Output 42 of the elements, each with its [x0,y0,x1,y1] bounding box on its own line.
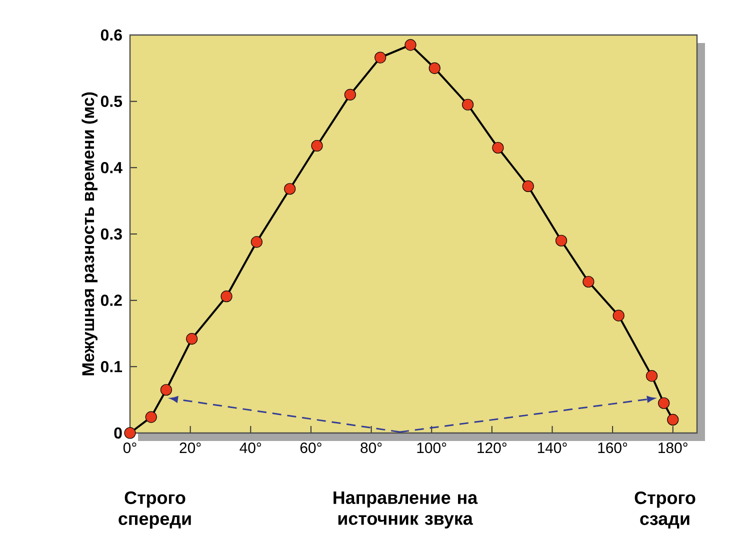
point [160,384,172,396]
point [522,180,534,192]
text: Строго спереди [118,491,191,529]
x-tick-label: 100° [417,442,446,454]
y-tick-label: 0.3 [100,228,122,240]
point [462,98,474,110]
point [250,236,262,248]
point [582,276,594,288]
x-tick-label: 40° [240,442,262,454]
point [220,290,232,302]
point [555,234,568,246]
point [404,39,416,51]
x-axis-title: Направление на источник звука [334,491,478,528]
x-tick-label: 160° [598,442,628,454]
point [667,414,679,426]
y-tick-label: 0 [114,427,122,439]
point [374,52,386,64]
point [344,88,356,100]
x-tick-label: 140° [538,442,567,454]
y-tick-label: 0.5 [100,96,122,107]
text: Строго сзади [634,491,696,528]
y-tick-label: 0.1 [100,361,122,372]
y-tick-label: 0.4 [100,162,122,174]
point [428,62,440,74]
x-tick-label: 0° [123,442,136,454]
point [284,183,296,195]
point [186,332,198,345]
point [492,142,504,154]
point [124,427,136,439]
x-tick-label: 180° [658,442,688,454]
point [658,397,670,409]
point [145,411,157,423]
y-axis-title: Межушная разность времени (мс) [82,92,98,376]
x-tick-label: 20° [180,442,201,454]
x-tick-label: 80° [360,442,382,454]
x-tick-label: 60° [300,442,322,454]
y-tick-label: 0.2 [100,294,122,306]
y-tick-label: 0.6 [100,29,122,41]
x-tick-label: 120° [478,442,506,454]
point [646,370,658,382]
point [612,310,624,322]
point [311,140,323,152]
